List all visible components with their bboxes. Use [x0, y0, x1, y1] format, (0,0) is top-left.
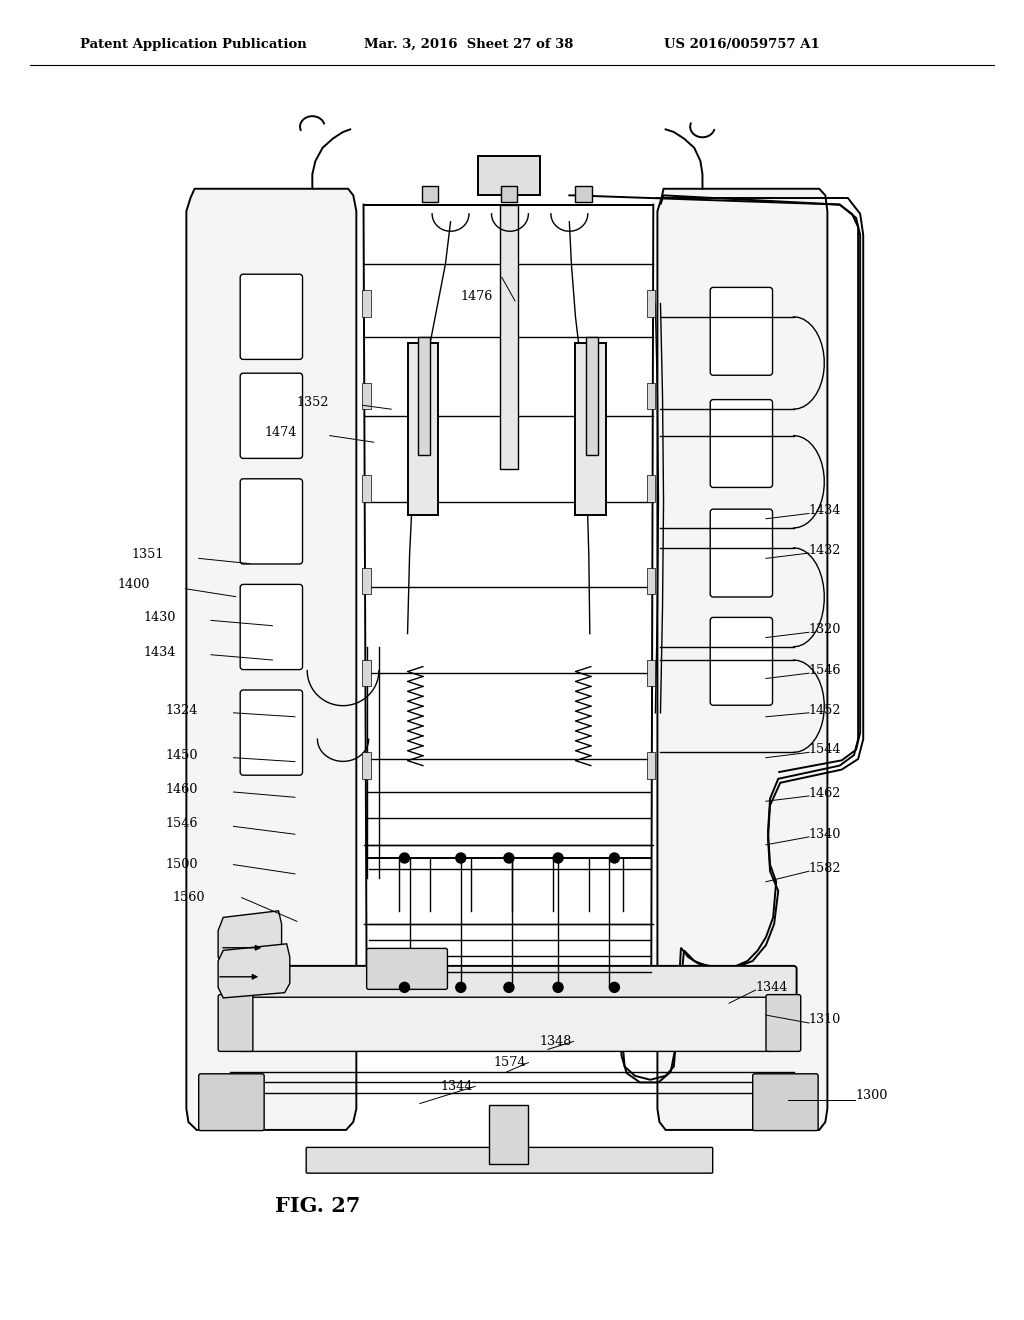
Text: 1460: 1460 [166, 783, 199, 796]
Text: 1452: 1452 [809, 704, 842, 717]
FancyBboxPatch shape [489, 1105, 528, 1164]
FancyBboxPatch shape [362, 568, 371, 594]
FancyBboxPatch shape [766, 994, 801, 1052]
FancyBboxPatch shape [241, 690, 302, 775]
FancyBboxPatch shape [500, 205, 518, 469]
Text: 1430: 1430 [143, 611, 176, 624]
FancyBboxPatch shape [575, 343, 606, 515]
Text: 1344: 1344 [440, 1080, 473, 1093]
Text: 1324: 1324 [166, 704, 199, 717]
FancyBboxPatch shape [362, 290, 371, 317]
Text: 1310: 1310 [809, 1012, 841, 1026]
FancyBboxPatch shape [362, 475, 371, 502]
Polygon shape [186, 189, 356, 1130]
FancyBboxPatch shape [408, 343, 438, 515]
Text: 1544: 1544 [809, 743, 842, 756]
Text: 1432: 1432 [809, 544, 842, 557]
Text: 1340: 1340 [809, 828, 842, 841]
Circle shape [553, 982, 563, 993]
FancyBboxPatch shape [647, 475, 655, 502]
Circle shape [504, 853, 514, 863]
FancyBboxPatch shape [647, 568, 655, 594]
FancyBboxPatch shape [753, 1073, 818, 1131]
FancyBboxPatch shape [306, 1147, 713, 1173]
Text: 1434: 1434 [809, 504, 842, 517]
Circle shape [456, 982, 466, 993]
FancyBboxPatch shape [478, 156, 540, 195]
FancyBboxPatch shape [501, 186, 517, 202]
FancyBboxPatch shape [575, 186, 592, 202]
Text: 1546: 1546 [166, 817, 199, 830]
Circle shape [399, 982, 410, 993]
Circle shape [399, 853, 410, 863]
Circle shape [504, 982, 514, 993]
FancyBboxPatch shape [711, 400, 772, 487]
Text: 1582: 1582 [809, 862, 842, 875]
Circle shape [553, 853, 563, 863]
Text: 1500: 1500 [166, 858, 199, 871]
Text: 1474: 1474 [264, 426, 297, 440]
FancyBboxPatch shape [586, 337, 598, 455]
FancyBboxPatch shape [362, 383, 371, 409]
FancyBboxPatch shape [711, 288, 772, 375]
Circle shape [609, 853, 620, 863]
FancyBboxPatch shape [362, 752, 371, 779]
FancyBboxPatch shape [241, 275, 302, 359]
Text: 1400: 1400 [118, 578, 151, 591]
FancyBboxPatch shape [647, 660, 655, 686]
Text: 1348: 1348 [540, 1035, 572, 1048]
Text: FIG. 27: FIG. 27 [274, 1196, 360, 1216]
FancyBboxPatch shape [418, 337, 430, 455]
FancyBboxPatch shape [367, 948, 447, 990]
FancyBboxPatch shape [647, 290, 655, 317]
Text: 1434: 1434 [143, 645, 176, 659]
FancyBboxPatch shape [222, 966, 797, 1035]
Text: 1300: 1300 [855, 1089, 888, 1102]
FancyBboxPatch shape [647, 383, 655, 409]
FancyBboxPatch shape [711, 510, 772, 597]
Text: 1351: 1351 [131, 548, 164, 561]
Text: Patent Application Publication: Patent Application Publication [80, 38, 306, 51]
Text: 1320: 1320 [809, 623, 842, 636]
FancyBboxPatch shape [362, 660, 371, 686]
FancyBboxPatch shape [422, 186, 438, 202]
Text: 1476: 1476 [461, 290, 494, 304]
Polygon shape [218, 944, 290, 998]
FancyBboxPatch shape [711, 618, 772, 705]
Circle shape [456, 853, 466, 863]
Text: 1574: 1574 [494, 1056, 526, 1069]
FancyBboxPatch shape [199, 1073, 264, 1131]
Circle shape [609, 982, 620, 993]
FancyBboxPatch shape [241, 585, 302, 669]
Text: 1462: 1462 [809, 787, 842, 800]
Text: 1352: 1352 [297, 396, 330, 409]
FancyBboxPatch shape [241, 479, 302, 564]
Polygon shape [657, 189, 827, 1130]
FancyBboxPatch shape [647, 752, 655, 779]
Polygon shape [218, 911, 282, 966]
FancyBboxPatch shape [241, 374, 302, 458]
FancyBboxPatch shape [218, 994, 253, 1052]
FancyBboxPatch shape [239, 997, 775, 1052]
Text: 1344: 1344 [756, 981, 788, 994]
Text: Mar. 3, 2016  Sheet 27 of 38: Mar. 3, 2016 Sheet 27 of 38 [364, 38, 572, 51]
Text: 1560: 1560 [172, 891, 205, 904]
Text: 1546: 1546 [809, 664, 842, 677]
Text: US 2016/0059757 A1: US 2016/0059757 A1 [664, 38, 819, 51]
Text: 1450: 1450 [166, 748, 199, 762]
